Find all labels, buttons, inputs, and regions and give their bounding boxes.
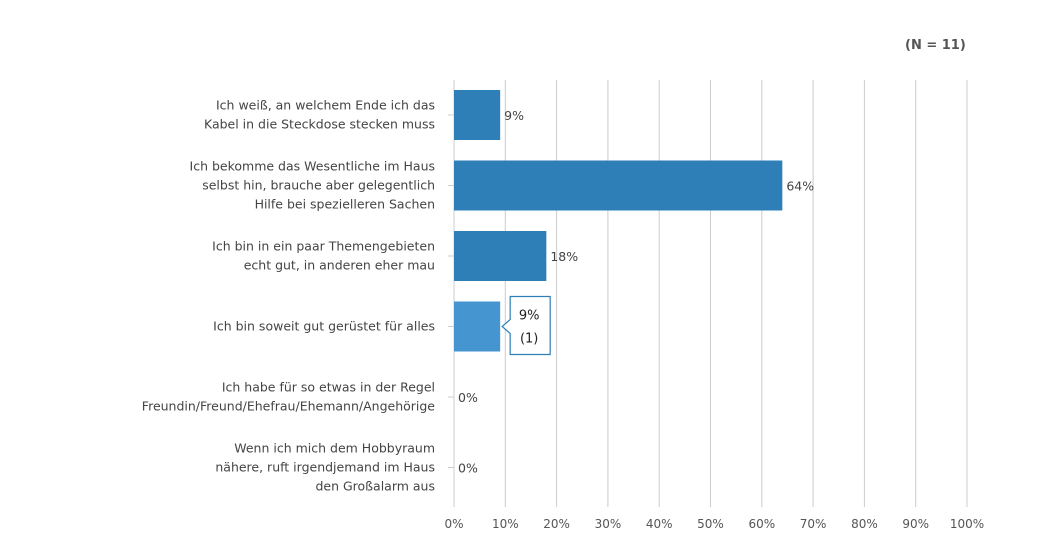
x-tick-label: 60% [748, 517, 775, 531]
bar [454, 160, 783, 211]
x-tick-label: 100% [950, 517, 984, 531]
x-tick-label: 90% [902, 517, 929, 531]
tooltip-box [501, 295, 551, 356]
category-label: Kabel in die Steckdose stecken muss [204, 117, 435, 132]
category-label: Freundin/Freund/Ehefrau/Ehemann/Angehöri… [142, 399, 436, 414]
tooltip-value: 9% [519, 309, 540, 324]
x-tick-label: 0% [444, 517, 463, 531]
category-label: Ich habe für so etwas in der Regel [222, 380, 435, 395]
data-label: 9% [504, 108, 524, 123]
x-tick-label: 30% [595, 517, 622, 531]
data-label: 0% [458, 390, 478, 405]
category-label: Ich bin in ein paar Themengebieten [212, 239, 435, 254]
bar [454, 301, 501, 352]
x-tick-label: 80% [851, 517, 878, 531]
x-tick-label: 40% [646, 517, 673, 531]
x-tick-label: 10% [492, 517, 519, 531]
category-label: Ich bin soweit gut gerüstet für alles [213, 319, 435, 334]
category-label: nähere, ruft irgendjemand im Haus [215, 460, 435, 475]
tooltip-count: (1) [520, 332, 538, 347]
category-label: Hilfe bei spezielleren Sachen [255, 197, 435, 212]
x-tick-label: 50% [697, 517, 724, 531]
category-label: den Großalarm aus [315, 479, 435, 494]
category-label: Ich bekomme das Wesentliche im Haus [190, 159, 435, 174]
data-label: 18% [550, 249, 578, 264]
sample-size-label: (N = 11) [905, 38, 966, 53]
bar [454, 90, 501, 140]
category-label: selbst hin, brauche aber gelegentlich [202, 178, 435, 193]
x-tick-label: 20% [543, 517, 570, 531]
category-label: Wenn ich mich dem Hobbyraum [234, 441, 435, 456]
data-label: 64% [786, 179, 814, 194]
x-tick-label: 70% [800, 517, 827, 531]
category-label: echt gut, in anderen eher mau [244, 258, 435, 273]
data-label: 0% [458, 461, 478, 476]
category-label: Ich weiß, an welchem Ende ich das [216, 98, 435, 113]
bar [454, 231, 547, 281]
